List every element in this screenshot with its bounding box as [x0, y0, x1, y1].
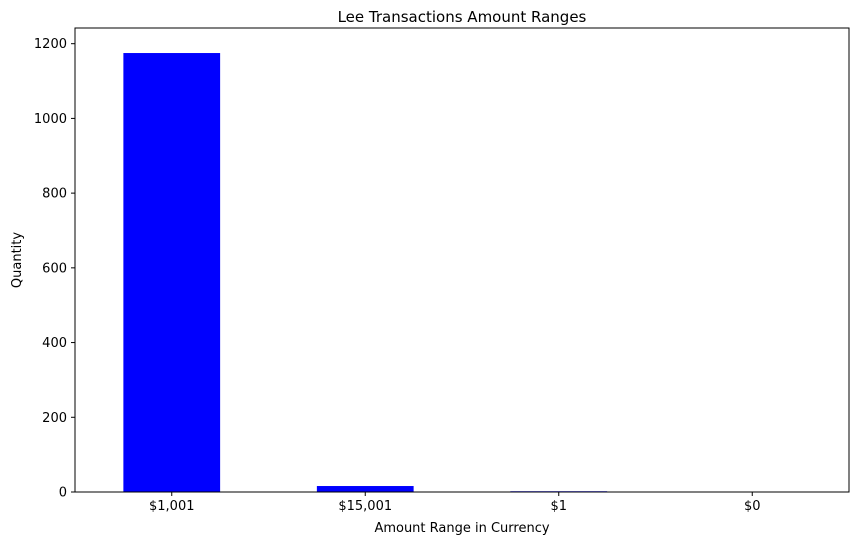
chart-title: Lee Transactions Amount Ranges: [338, 8, 587, 26]
y-axis-ticks: 0 200 400 600 800 1000 1200: [34, 37, 75, 501]
y-tick-label: 800: [42, 187, 67, 202]
y-axis-label: Quantity: [10, 232, 25, 288]
y-tick-label: 400: [42, 336, 67, 351]
x-tick-label: $1: [550, 499, 567, 514]
x-axis-label: Amount Range in Currency: [374, 521, 549, 536]
y-tick-label: 600: [42, 261, 67, 276]
y-tick-label: 0: [59, 486, 67, 501]
y-tick-label: 1000: [34, 112, 67, 127]
y-tick-label: 1200: [34, 37, 67, 52]
x-tick-label: $1,001: [149, 499, 195, 514]
x-tick-label: $15,001: [338, 499, 392, 514]
plot-frame: [74, 27, 850, 493]
x-axis-ticks: $1,001 $15,001 $1 $0: [149, 492, 761, 514]
bar: [316, 486, 414, 492]
bars: [123, 53, 801, 492]
x-tick-label: $0: [744, 499, 761, 514]
y-tick-label: 200: [42, 411, 67, 426]
bar: [123, 53, 221, 492]
